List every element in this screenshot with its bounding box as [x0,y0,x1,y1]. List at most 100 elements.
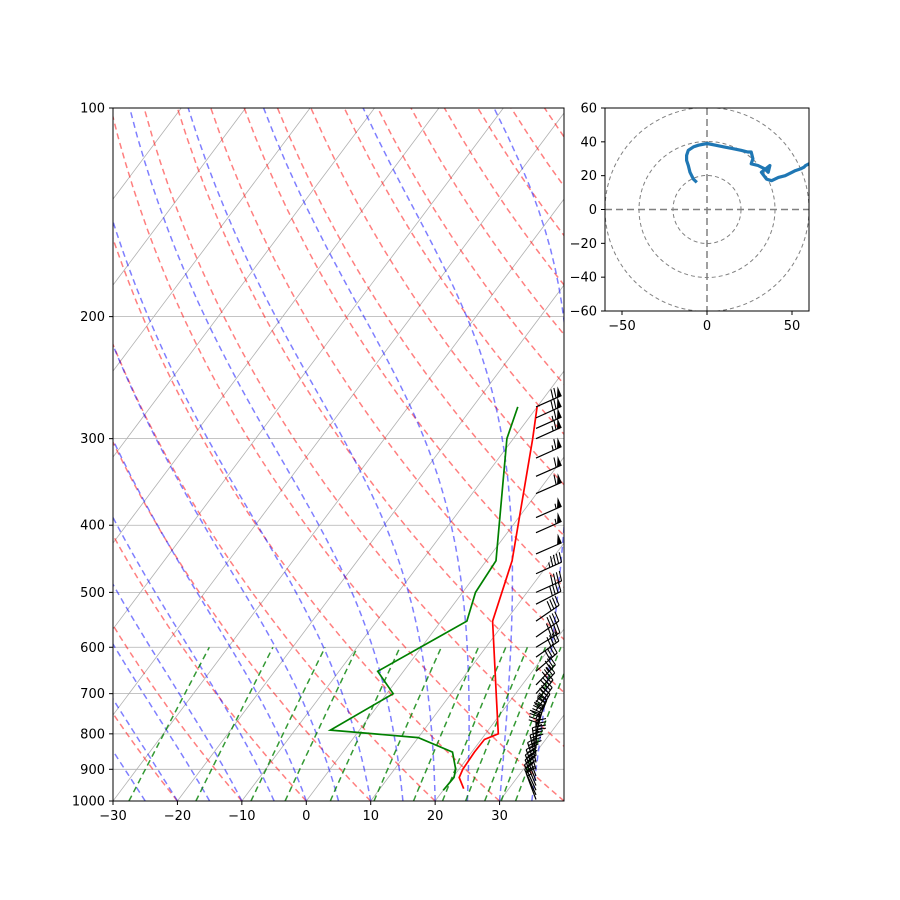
wind-barb [535,611,560,638]
wind-barb-shaft [535,561,562,575]
wind-barb-full [552,554,557,565]
mixing-ratio-line [250,646,326,801]
isotherm-gridline [370,542,564,801]
moist-adiabat-line [362,108,514,801]
dry-adiabat-line [113,113,564,801]
wind-barb-full [531,739,542,746]
wind-barb-shaft [535,640,560,658]
hodograph-axes: −50 0 50 −60 −40 −20 0 20 40 60 [570,102,801,335]
wind-barb-flag [557,473,562,485]
wind-barb-full [529,743,539,750]
wind-barb-shaft [535,652,558,672]
isotherm-gridline [241,370,564,801]
mixing-ratio-line [484,647,547,801]
wind-barb [535,408,562,429]
moist-adiabat-line [128,108,404,801]
moist-adiabat-line [113,515,275,801]
wind-barb-full [554,595,560,606]
wind-barb-half [545,623,549,629]
moist-adiabat-line [187,108,436,801]
dry-adiabat-line [113,342,436,801]
wind-barb-full [551,597,557,608]
wind-barb [535,386,562,408]
wind-barb-full [553,624,558,635]
wind-barb [535,455,562,477]
dry-adiabat-line [113,440,372,801]
wind-barb-shaft [535,416,562,429]
wind-barb-flag [557,418,562,430]
y-tick-label: 1000 [72,795,105,810]
isotherm-gridline [113,108,375,458]
mixing-ratio-line [284,646,359,801]
isotherm-gridline [113,108,246,286]
dry-adiabat-line [310,108,564,486]
hodograph-y-tick-label: 0 [589,203,597,218]
wind-barb-flag [557,533,562,545]
wind-barb-half [551,425,554,432]
skewt-plot-area [113,108,564,801]
wind-barb [535,570,563,593]
mixing-ratio-line [464,647,529,801]
hodograph-y-tick-label: −20 [570,237,597,252]
wind-barb-full [558,552,563,563]
wind-barb-shaft [535,604,560,622]
wind-barb-full [533,730,544,735]
wind-barb [535,397,562,419]
wind-barb-full [557,581,562,592]
wind-barb [535,437,562,459]
wind-barb-full [554,631,560,642]
wind-barb-full [550,400,554,411]
wind-barb-half [551,415,554,421]
x-tick-label: −20 [164,809,191,824]
wind-barb-shaft [535,580,562,593]
wind-barb-full [550,389,554,400]
wind-barb-shaft [524,759,537,786]
wind-barb-flag [557,497,562,509]
y-tick-label: 800 [80,727,105,742]
mixing-ratio-line [412,646,480,801]
mixing-ratio-line [329,646,401,801]
isotherm-gridline [113,108,311,372]
hodograph-y-tick-label: 40 [580,135,597,150]
hodograph-trace-line [684,141,809,184]
wind-barb-full [553,419,557,430]
wind-barb-full [529,709,540,715]
wind-barb-flag [557,455,562,468]
wind-barb-full [553,457,557,468]
wind-barb [535,418,562,440]
x-tick-label: −30 [99,809,126,824]
wind-barb-shaft [531,727,537,756]
hodograph-x-tick-label: 0 [703,319,711,334]
wind-barb-full [547,627,553,638]
mixing-ratio-line [128,646,210,801]
dry-adiabat-line [113,712,178,801]
wind-barb-full [533,701,544,708]
wind-barb-full [546,648,553,658]
wind-barb-full [553,387,557,399]
wind-barb-shaft [535,620,560,638]
wind-barb-full [558,570,563,582]
wind-barb [535,552,563,575]
wind-barb [535,595,560,622]
wind-barb-full [528,719,539,724]
wind-barb-full [528,716,539,721]
wind-barb-half [554,518,557,524]
x-tick-label: 20 [427,809,444,824]
wind-barb-full [527,737,537,744]
wind-barb-full [550,574,554,585]
wind-barb-shaft [535,542,562,555]
wind-barb-full [555,553,560,564]
skewt-frame [112,107,565,802]
wind-barb-full [549,615,555,625]
dry-adiabat-line [113,533,307,801]
y-tick-label: 300 [80,432,105,447]
moist-adiabat-line [113,438,308,801]
wind-barb-shaft [535,505,562,519]
hodograph-y-tick-label: 20 [580,169,597,184]
isotherm-gridline [113,108,440,544]
dry-adiabat-line [243,108,564,589]
wind-barb-full [549,556,554,567]
y-tick-label: 600 [80,641,105,656]
wind-barb-full [553,398,557,409]
wind-barb-full [553,474,557,485]
